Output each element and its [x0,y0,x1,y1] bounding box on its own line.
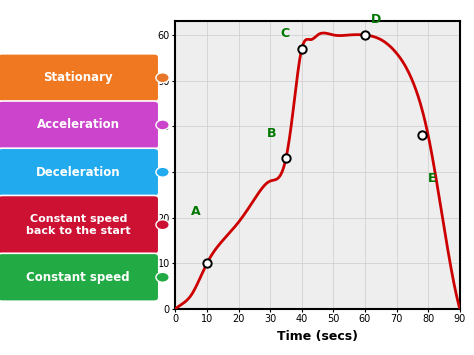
Text: Constant speed: Constant speed [27,271,130,284]
Text: Acceleration: Acceleration [36,119,120,131]
Text: Stationary: Stationary [44,71,113,84]
Text: D: D [371,13,382,26]
Text: B: B [267,127,276,140]
Text: A: A [191,204,201,218]
Text: Deceleration: Deceleration [36,166,120,179]
Text: E: E [428,172,437,185]
Y-axis label: Distance (m): Distance (m) [145,125,155,205]
X-axis label: Time (secs): Time (secs) [277,330,358,343]
Text: Constant speed
back to the start: Constant speed back to the start [26,214,130,235]
Text: C: C [280,27,289,39]
